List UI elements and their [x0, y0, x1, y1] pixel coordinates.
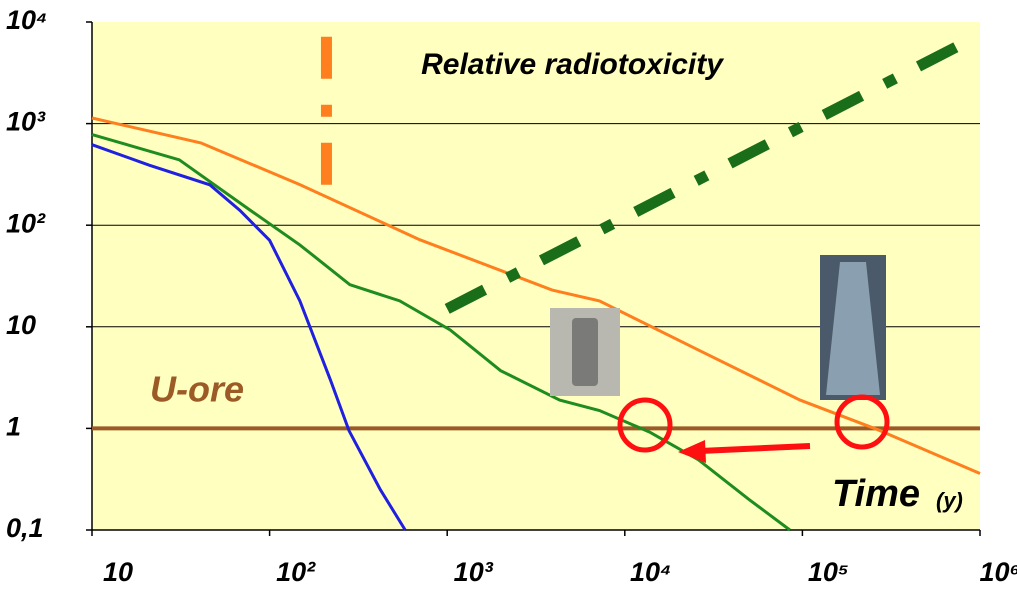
reference-label: U-ore: [150, 369, 244, 410]
x-tick-label: 10: [103, 557, 133, 587]
x-tick-label: 10⁶: [980, 557, 1017, 587]
highlight-circle: [834, 394, 890, 450]
arrow-head: [678, 440, 706, 463]
chart-title: Relative radiotoxicity: [421, 48, 724, 81]
x-axis-unit: (y): [936, 488, 963, 513]
y-tick-label: 10: [6, 310, 36, 340]
y-tick-label: 0,1: [6, 513, 44, 543]
y-tick-label: 10²: [6, 208, 46, 238]
canister-shape: [572, 318, 598, 386]
fuel-assembly-shape: [826, 262, 880, 395]
x-tick-label: 10²: [276, 557, 316, 587]
x-tick-label: 10⁵: [808, 557, 849, 587]
y-tick-label: 10⁴: [6, 5, 48, 35]
annotations: [550, 255, 890, 463]
highlight-circle: [617, 397, 673, 453]
x-tick-label: 10⁴: [630, 557, 672, 587]
arrow-shaft: [699, 443, 811, 454]
y-tick-label: 10³: [6, 107, 46, 137]
series-line: [91, 143, 407, 531]
y-tick-label: 1: [6, 412, 21, 442]
x-tick-label: 10³: [454, 557, 494, 587]
x-axis-label: Time: [832, 473, 920, 515]
